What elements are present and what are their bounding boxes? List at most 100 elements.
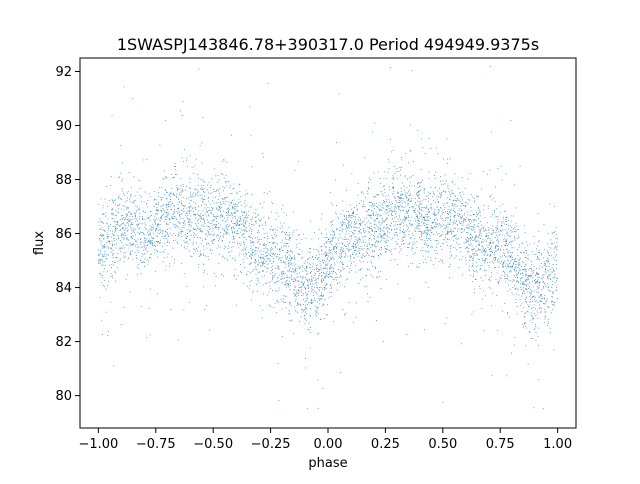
data-point bbox=[510, 266, 511, 268]
data-point bbox=[294, 170, 296, 172]
data-point bbox=[117, 212, 119, 214]
data-point bbox=[445, 228, 447, 230]
data-point bbox=[479, 248, 481, 250]
data-point bbox=[418, 197, 420, 199]
data-point bbox=[434, 209, 436, 210]
data-point bbox=[362, 236, 364, 238]
data-point bbox=[508, 279, 510, 281]
data-point bbox=[503, 249, 504, 251]
data-point bbox=[258, 241, 259, 242]
data-point bbox=[267, 255, 268, 256]
data-point bbox=[400, 249, 402, 251]
data-point bbox=[131, 219, 133, 220]
data-point bbox=[498, 249, 499, 250]
data-point bbox=[376, 230, 378, 232]
data-point bbox=[453, 207, 455, 209]
data-point bbox=[319, 298, 321, 300]
data-point bbox=[138, 208, 140, 210]
data-point bbox=[402, 193, 404, 195]
data-point bbox=[336, 142, 337, 143]
data-point bbox=[176, 173, 178, 175]
data-point bbox=[387, 230, 389, 232]
data-point bbox=[174, 169, 176, 171]
data-point bbox=[164, 248, 166, 250]
data-point bbox=[547, 278, 549, 280]
data-point bbox=[495, 250, 496, 252]
data-point bbox=[342, 243, 344, 244]
data-point bbox=[307, 329, 309, 330]
data-point bbox=[181, 213, 183, 215]
data-point bbox=[291, 263, 292, 265]
data-point bbox=[140, 237, 142, 239]
data-point bbox=[487, 254, 489, 256]
data-point bbox=[452, 222, 454, 224]
data-point bbox=[192, 207, 194, 209]
data-point bbox=[268, 253, 270, 254]
data-point bbox=[511, 352, 513, 354]
data-point bbox=[450, 254, 452, 256]
data-point bbox=[268, 304, 270, 306]
data-point bbox=[148, 230, 150, 232]
data-point bbox=[255, 222, 257, 224]
data-point bbox=[328, 239, 329, 240]
data-point bbox=[416, 192, 418, 194]
data-point bbox=[363, 228, 365, 229]
data-point bbox=[174, 163, 176, 165]
data-point bbox=[182, 230, 184, 232]
data-point bbox=[246, 204, 248, 206]
data-point bbox=[412, 206, 414, 207]
data-point bbox=[290, 237, 291, 239]
data-point bbox=[175, 234, 176, 236]
data-point bbox=[404, 235, 406, 237]
data-point bbox=[342, 220, 344, 222]
data-point bbox=[424, 242, 426, 244]
data-point bbox=[525, 271, 527, 273]
data-point bbox=[410, 200, 412, 202]
data-point bbox=[353, 257, 355, 259]
data-point bbox=[108, 226, 110, 227]
data-point bbox=[222, 215, 223, 216]
data-point bbox=[234, 257, 236, 259]
data-point bbox=[441, 213, 443, 215]
data-point bbox=[531, 308, 532, 310]
data-point bbox=[259, 203, 261, 205]
data-point bbox=[453, 227, 455, 229]
data-point bbox=[358, 237, 359, 239]
data-point bbox=[338, 93, 340, 95]
data-point bbox=[108, 225, 110, 227]
data-point bbox=[420, 168, 422, 170]
data-point bbox=[409, 177, 411, 179]
data-point bbox=[537, 245, 539, 247]
data-point bbox=[170, 174, 172, 175]
data-point bbox=[358, 283, 360, 284]
data-point bbox=[231, 232, 233, 234]
data-point bbox=[345, 252, 346, 254]
data-point bbox=[164, 231, 166, 233]
data-point bbox=[251, 233, 252, 234]
data-point bbox=[382, 200, 384, 201]
data-point bbox=[399, 223, 401, 225]
data-point bbox=[155, 220, 157, 221]
data-point bbox=[307, 304, 309, 305]
data-point bbox=[181, 188, 183, 190]
data-point bbox=[287, 266, 289, 268]
data-point bbox=[366, 211, 368, 213]
data-point bbox=[495, 247, 497, 249]
data-point bbox=[440, 259, 441, 261]
data-point bbox=[213, 189, 214, 190]
data-point bbox=[390, 138, 391, 140]
data-point bbox=[506, 232, 508, 234]
data-point bbox=[522, 272, 523, 274]
data-point bbox=[246, 273, 247, 275]
data-point bbox=[399, 230, 401, 231]
data-point bbox=[518, 265, 519, 267]
data-point bbox=[518, 263, 520, 265]
data-point bbox=[359, 203, 360, 204]
data-point bbox=[284, 295, 286, 297]
data-point bbox=[226, 229, 228, 231]
data-point bbox=[513, 228, 514, 230]
data-point bbox=[288, 310, 290, 312]
data-point bbox=[163, 178, 165, 180]
data-point bbox=[255, 220, 257, 222]
data-point bbox=[348, 225, 350, 227]
